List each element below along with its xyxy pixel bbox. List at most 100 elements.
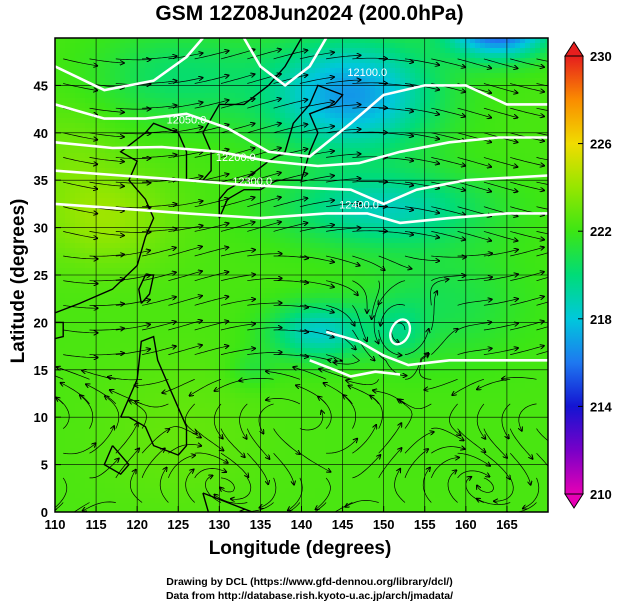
streamline (404, 255, 439, 261)
streamline (299, 200, 334, 208)
contour-line (55, 84, 548, 158)
streamline (168, 455, 195, 479)
streamline (63, 132, 97, 140)
streamline (378, 132, 413, 136)
contour-line (55, 136, 548, 168)
streamline (260, 477, 277, 508)
streamline (239, 378, 274, 380)
streamline (431, 275, 465, 282)
streamline (194, 75, 229, 84)
x-axis-ticks: 110 115 120 125 130 135 140 145 150 155 160 165 (45, 506, 518, 532)
streamline (115, 275, 150, 282)
streamline (247, 197, 280, 208)
y-tick-label: 40 (34, 126, 48, 141)
streamline (247, 49, 280, 60)
streamline (220, 148, 255, 158)
streamline (431, 447, 464, 454)
streamline (372, 280, 380, 319)
streamline (457, 231, 492, 240)
streamline (135, 401, 169, 408)
streamline (457, 348, 492, 355)
streamline (142, 56, 176, 60)
streamline (422, 468, 432, 503)
streamline (510, 107, 544, 116)
streamline (352, 305, 367, 341)
streamline (142, 105, 176, 109)
streamline (273, 428, 300, 454)
streamline (273, 100, 308, 109)
contour-label: 12200.0 (216, 152, 256, 164)
streamline (142, 346, 176, 355)
streamline (352, 58, 387, 59)
streamline (483, 274, 518, 282)
streamline (349, 386, 379, 405)
streamline (273, 124, 308, 134)
x-tick-label: 160 (455, 517, 477, 532)
streamline (379, 280, 406, 305)
streamline (536, 206, 548, 210)
streamline (326, 179, 360, 183)
streamline (273, 330, 308, 332)
streamline (457, 181, 492, 191)
streamline (141, 449, 165, 479)
streamline (247, 99, 280, 109)
streamline (115, 182, 151, 183)
colorbar-tick-label: 226 (590, 137, 612, 152)
streamline (205, 476, 222, 503)
x-axis-title: Longitude (degrees) (208, 538, 392, 559)
streamline (220, 299, 255, 306)
streamline (509, 452, 530, 485)
streamline (536, 277, 548, 282)
streamline (299, 304, 334, 312)
colorbar-tick-label: 218 (590, 312, 612, 327)
streamline (63, 354, 97, 358)
streamline (483, 58, 518, 68)
streamline (430, 279, 449, 306)
page-title: GSM 12Z08Jun2024 (200.0hPa) (155, 2, 464, 25)
streamline (115, 449, 139, 479)
streamline (457, 452, 490, 466)
streamline (378, 329, 402, 355)
streamline (142, 248, 176, 257)
streamline (477, 499, 511, 505)
streamline (430, 291, 437, 331)
y-tick-label: 15 (34, 363, 48, 378)
streamline (194, 321, 229, 331)
streamline (404, 206, 439, 213)
contour-label: 12100.0 (347, 67, 387, 79)
streamline (404, 432, 434, 454)
streamline (239, 403, 248, 439)
streamline (457, 253, 492, 257)
streamline (352, 132, 387, 133)
streamline (378, 157, 413, 160)
streamline (378, 423, 402, 454)
streamline (536, 350, 548, 355)
streamline (510, 231, 544, 239)
streamline (80, 395, 94, 429)
colorbar-max-arrow (564, 41, 584, 57)
streamline (247, 222, 280, 232)
streamline (447, 470, 458, 503)
streamline (273, 281, 308, 283)
streamline (352, 425, 376, 454)
streamline (63, 304, 97, 308)
streamline (536, 107, 548, 111)
streamline (194, 100, 229, 109)
streamline (220, 74, 255, 84)
streamline (86, 384, 117, 405)
x-tick-label: 165 (496, 517, 518, 532)
streamline (299, 354, 331, 361)
streamline (378, 448, 402, 479)
x-tick-label: 150 (373, 517, 395, 532)
streamline (536, 231, 548, 235)
streamline (293, 367, 327, 380)
streamline (142, 155, 176, 158)
contour-line (309, 359, 401, 378)
streamline (404, 449, 428, 479)
streamline (247, 452, 268, 484)
contour-line (55, 202, 548, 225)
streamline (404, 107, 439, 114)
streamline (380, 304, 406, 325)
streamline (314, 502, 327, 512)
streamline (424, 378, 458, 390)
